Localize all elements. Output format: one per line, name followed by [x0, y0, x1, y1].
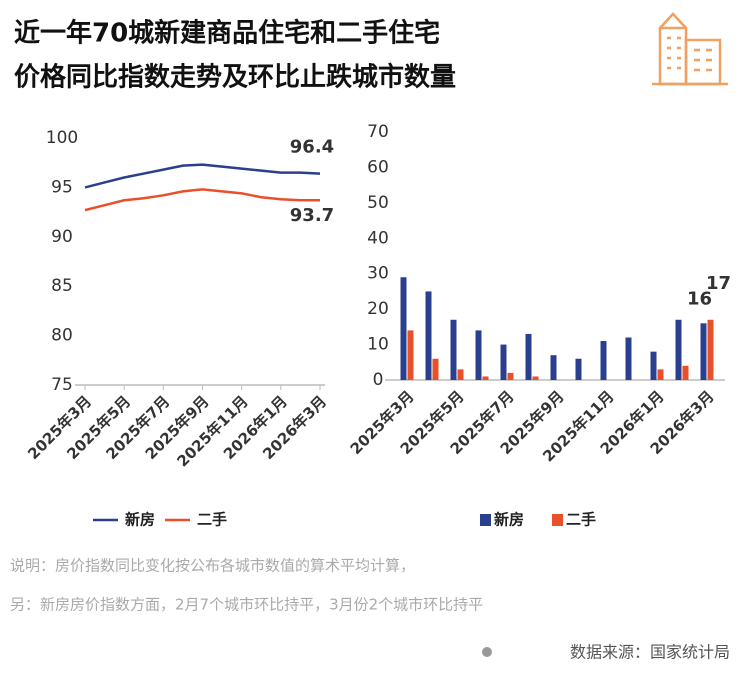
line: [84, 163, 321, 189]
source: 数据来源：国家统计局: [570, 643, 730, 662]
bar: [425, 291, 432, 380]
y-tick-label: 60: [367, 157, 389, 177]
y-tick-label: 95: [51, 177, 73, 197]
bar: [432, 358, 439, 380]
legend-label: 新房: [125, 511, 155, 529]
icon: [652, 12, 728, 86]
y-tick-label: 0: [373, 370, 384, 390]
bar: [457, 369, 464, 380]
y-tick-label: 40: [367, 228, 389, 248]
legend-swatch: [552, 514, 563, 526]
bar: [625, 337, 632, 380]
bar: [475, 330, 482, 380]
legend-label: 二手: [197, 511, 227, 529]
y-tick-label: 75: [51, 375, 73, 395]
bar: [407, 330, 414, 380]
data-label: 17: [706, 273, 731, 294]
bar: [707, 319, 714, 380]
y-tick-label: 30: [367, 264, 389, 284]
y-tick-label: 10: [367, 335, 389, 355]
bar: [450, 319, 457, 380]
y-tick-label: 70: [367, 122, 389, 142]
bar: [650, 351, 657, 380]
legend-label: 二手: [566, 511, 596, 529]
line: [84, 188, 320, 212]
y-tick-label: 50: [367, 193, 389, 213]
data-label: 16: [687, 288, 712, 309]
bar: [525, 333, 532, 380]
title: 价格同比指数走势及环比止跌城市数量: [14, 62, 456, 93]
y-tick-label: 80: [51, 326, 73, 346]
bar: [682, 365, 689, 380]
title: 近一年70城新建商品住宅和二手住宅: [14, 18, 440, 49]
bar: [532, 376, 539, 380]
legend-swatch: [480, 514, 491, 526]
note: 说明：房价指数同比变化按公布各城市数值的算术平均计算，: [10, 557, 415, 575]
bar: [700, 323, 707, 380]
data-label: 93.7: [290, 205, 334, 226]
bar: [675, 319, 682, 380]
bar: [507, 372, 514, 380]
bar: [500, 344, 507, 380]
source-dot: [482, 647, 492, 657]
bar: [657, 369, 664, 380]
legend-label: 新房: [494, 511, 524, 529]
bar: [400, 277, 407, 380]
y-tick-label: 100: [46, 128, 78, 148]
y-tick-label: 20: [367, 299, 389, 319]
y-tick-label: 85: [51, 276, 73, 296]
note: 另：新房房价指数方面，2月7个城市环比持平，3月份2个城市环比持平: [10, 596, 483, 614]
bar: [600, 341, 607, 380]
bar: [575, 358, 582, 380]
y-tick-label: 90: [51, 227, 73, 247]
data-label: 96.4: [290, 137, 334, 158]
bar: [550, 355, 557, 380]
bar: [482, 376, 489, 380]
